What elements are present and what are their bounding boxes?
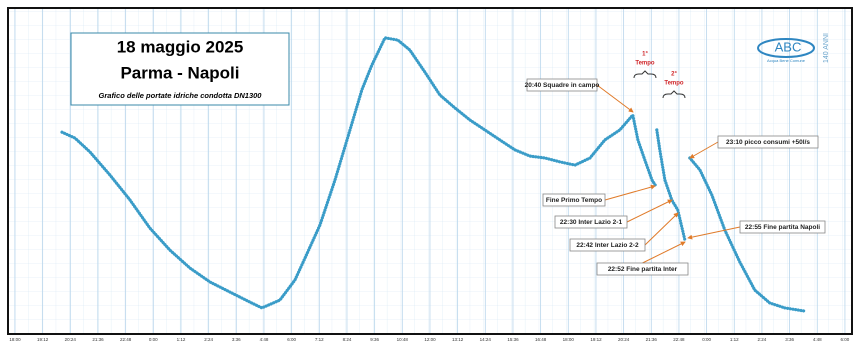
annotation: 22:55 Fine partita Napoli [687, 220, 826, 240]
x-tick-label: 12:00 [424, 337, 436, 342]
logo-tagline: Acqua Bene Comune [767, 58, 806, 63]
x-tick-label: 21:36 [92, 337, 104, 342]
annotation: 20:40 Squadre in campo [525, 78, 634, 113]
x-tick-label: 1:12 [730, 337, 739, 342]
annotation-box [569, 238, 646, 252]
annotation: 22:30 Inter Lazio 2-1 [554, 199, 673, 229]
x-tick-label: 6:00 [841, 337, 850, 342]
annotation-text: Fine Primo Tempo [546, 197, 602, 204]
annotations: 20:40 Squadre in campo 23:10 picco consum… [525, 78, 826, 276]
lines [60, 36, 807, 313]
annotation-box [717, 135, 819, 149]
x-tick-label: 22:48 [120, 337, 132, 342]
periods: 1° Tempo 2° Tempo [633, 52, 686, 99]
x-tick-label: 0:00 [702, 337, 711, 342]
annotation-arrow [596, 84, 634, 113]
annotation-arrow [644, 212, 679, 246]
x-tick-label: 16:48 [535, 337, 547, 342]
x-tick-label: 2:24 [204, 337, 213, 342]
logo: ABC Acqua Bene Comune 140 ANNI [757, 33, 830, 63]
chart-caption: Grafico delle portate idriche condotta D… [99, 91, 263, 100]
annotation: 23:10 picco consumi +50l/s [689, 135, 819, 159]
logo-name: ABC [775, 39, 802, 54]
x-tick-label: 2:24 [758, 337, 767, 342]
annotation-text: 22:30 Inter Lazio 2-1 [560, 219, 623, 226]
x-tick-label: 1:12 [177, 337, 186, 342]
x-tick-label: 15:36 [507, 337, 519, 342]
annotation-arrow [604, 184, 656, 201]
chart-subtitle: Parma - Napoli [120, 63, 239, 82]
x-tick-label: 4:48 [260, 337, 269, 342]
x-tick-label: 20:24 [65, 337, 77, 342]
x-tick-label: 19:12 [590, 337, 602, 342]
annotation: 22:52 Fine partita Inter [596, 241, 689, 276]
period-label: Tempo [635, 61, 655, 67]
annotation-text: 20:40 Squadre in campo [525, 82, 600, 89]
x-tick-label: 0:00 [149, 337, 158, 342]
x-tick-label: 19:12 [37, 337, 49, 342]
x-tick-label: 9:36 [370, 337, 379, 342]
title-box: 18 maggio 2025 Parma - Napoli Grafico de… [70, 32, 290, 106]
x-tick-label: 3:36 [232, 337, 241, 342]
x-tick-label: 21:36 [646, 337, 658, 342]
x-tick-label: 10:48 [397, 337, 409, 342]
x-tick-label: 4:48 [813, 337, 822, 342]
x-tick-label: 18:00 [9, 337, 21, 342]
annotation-text: 23:10 picco consumi +50l/s [726, 139, 810, 146]
chart-title: 18 maggio 2025 [117, 37, 244, 56]
annotation-text: 22:55 Fine partita Napoli [745, 224, 820, 231]
period-label: 2° [671, 72, 677, 78]
period-bracket [662, 90, 686, 99]
annotation-box [554, 215, 628, 229]
annotation: Fine Primo Tempo [542, 184, 656, 207]
x-tick-label: 8:24 [343, 337, 352, 342]
annotation-box [526, 78, 598, 92]
flow-line [60, 36, 807, 313]
annotation: 22:42 Inter Lazio 2-2 [569, 212, 679, 252]
annotation-box [596, 262, 689, 276]
x-tick-label: 3:36 [785, 337, 794, 342]
annotation-box [542, 193, 606, 207]
x-tick-label: 7:12 [315, 337, 324, 342]
title-frame [70, 32, 290, 106]
annotation-arrow [626, 199, 673, 223]
x-tick-label: 20:24 [618, 337, 630, 342]
annotation-arrow [642, 241, 686, 264]
annotation-arrow [687, 226, 741, 240]
x-tick-label: 13:12 [452, 337, 464, 342]
x-tick-label: 22:48 [673, 337, 685, 342]
annotation-text: 22:42 Inter Lazio 2-2 [576, 242, 639, 249]
period-bracket [633, 70, 657, 79]
annotation-arrow [689, 141, 719, 159]
period-label: Tempo [664, 81, 684, 87]
period-label: 1° [642, 52, 648, 58]
annotation-box [739, 220, 826, 234]
logo-badge: 140 ANNI [823, 33, 830, 63]
x-tick-label: 14:24 [480, 337, 492, 342]
annotation-text: 22:52 Fine partita Inter [608, 266, 678, 273]
logo-ring [757, 38, 815, 58]
x-tick-label: 6:00 [287, 337, 296, 342]
x-tick-label: 18:00 [563, 337, 575, 342]
